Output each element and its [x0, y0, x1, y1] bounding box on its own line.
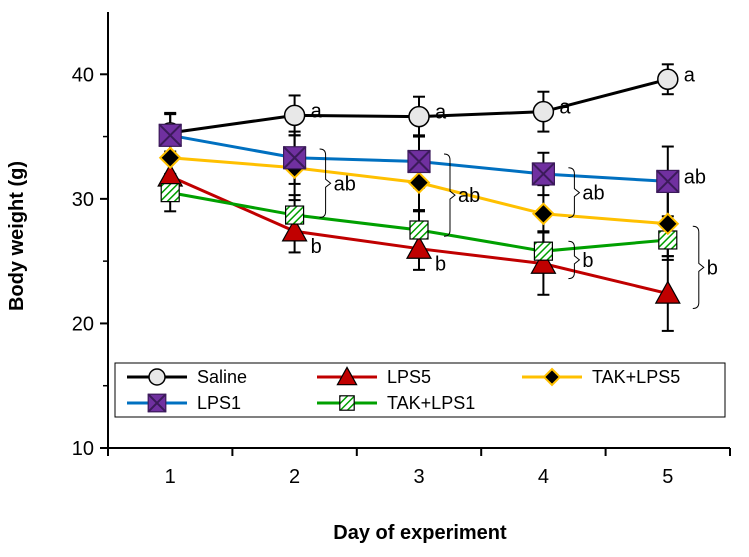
marker-circle — [657, 68, 679, 91]
marker-triangle — [530, 250, 557, 274]
significance-bracket — [568, 240, 581, 280]
marker-circle — [532, 100, 555, 123]
marker-diamond — [158, 146, 182, 170]
marker-circle — [148, 368, 166, 386]
marker-hatched-square — [533, 241, 554, 261]
x-tick-label: 1 — [165, 466, 176, 488]
marker-hatched-square — [285, 205, 305, 225]
significance-label: ab — [458, 185, 480, 207]
x-tick-label: 2 — [289, 466, 300, 488]
y-tick-label: 10 — [72, 438, 94, 460]
marker-triangle — [530, 250, 557, 274]
legend-label: LPS1 — [197, 393, 241, 413]
significance-label: b — [311, 236, 322, 258]
significance-label: ab — [334, 173, 356, 195]
marker-hatched-square — [285, 205, 305, 225]
marker-cross — [158, 123, 182, 148]
marker-diamond — [542, 367, 562, 387]
axes: 10 20 30 40 1 2 3 4 5 — [72, 12, 731, 488]
legend-label: LPS5 — [387, 367, 431, 387]
marker-triangle — [405, 235, 433, 259]
significance-label: ab — [684, 166, 706, 188]
marker-diamond — [542, 367, 562, 387]
marker-square-x — [656, 169, 680, 194]
marker-diamond — [656, 212, 680, 236]
marker-diamond — [656, 212, 680, 236]
x-tick-label: 5 — [662, 466, 673, 488]
marker-hatched-square — [160, 183, 180, 203]
series-points-lps5 — [157, 163, 681, 304]
marker-hatched-square — [160, 183, 180, 203]
marker-hatched-square — [409, 220, 429, 240]
significance-label: a — [435, 102, 447, 124]
significance-label: b — [582, 250, 593, 272]
marker-cross — [407, 149, 431, 174]
legend-box — [114, 362, 726, 418]
marker-cross — [531, 162, 556, 186]
marker-cross — [282, 146, 307, 170]
marker-square-x — [147, 393, 167, 413]
marker-circle — [532, 100, 555, 123]
marker-diamond — [158, 146, 182, 170]
x-tick-label: 3 — [413, 466, 424, 488]
legend-item-tak-lps5: TAK+LPS5 — [522, 367, 680, 387]
marker-square-x — [282, 146, 307, 170]
marker-diamond — [407, 171, 431, 195]
x-tick-label: 4 — [538, 466, 549, 488]
legend-label: TAK+LPS5 — [592, 367, 680, 387]
series-points-tak-lps1 — [160, 183, 678, 261]
legend: Saline LPS5 TAK+LPS5 LPS1 TAK+LPS1 — [114, 362, 726, 418]
y-axis-title: Body weight (g) — [6, 161, 28, 311]
marker-cross — [147, 393, 167, 413]
marker-triangle — [336, 366, 358, 386]
significance-bracket — [319, 148, 332, 219]
significance-bracket — [568, 167, 581, 219]
marker-circle — [408, 105, 430, 128]
marker-triangle — [405, 235, 433, 259]
series-layer — [157, 63, 681, 332]
y-tick-label: 20 — [72, 313, 94, 335]
marker-square-x — [531, 162, 556, 186]
legend-item-tak-lps1: TAK+LPS1 — [317, 393, 475, 413]
marker-diamond — [531, 202, 555, 226]
marker-triangle — [654, 280, 681, 304]
legend-item-saline: Saline — [127, 367, 247, 387]
y-tick-label: 40 — [72, 64, 94, 86]
marker-circle — [283, 104, 306, 127]
significance-bracket — [692, 225, 705, 309]
legend-label: Saline — [197, 367, 247, 387]
marker-circle — [148, 368, 166, 386]
marker-hatched-square — [339, 395, 355, 411]
marker-square-x — [407, 149, 431, 174]
marker-triangle — [281, 218, 308, 242]
annotation-layer: a a a a ab b ab b ab b ab b — [311, 64, 718, 309]
x-axis-title: Day of experiment — [333, 522, 507, 544]
legend-label: TAK+LPS1 — [387, 393, 475, 413]
significance-label: a — [311, 100, 323, 122]
significance-label: b — [707, 257, 718, 279]
marker-triangle — [336, 366, 358, 386]
legend-item-lps1: LPS1 — [127, 393, 241, 413]
significance-label: a — [559, 97, 571, 119]
significance-label: b — [435, 254, 446, 276]
marker-diamond — [407, 171, 431, 195]
marker-triangle — [281, 218, 308, 242]
legend-item-lps5: LPS5 — [317, 366, 431, 387]
marker-circle — [657, 68, 679, 91]
marker-diamond — [531, 202, 555, 226]
marker-cross — [656, 169, 680, 194]
marker-hatched-square — [409, 220, 429, 240]
marker-square-x — [158, 123, 182, 148]
marker-hatched-square — [339, 395, 355, 411]
series-points-lps1 — [158, 123, 680, 194]
marker-circle — [283, 104, 306, 127]
marker-triangle — [654, 280, 681, 304]
significance-label: a — [684, 64, 696, 86]
y-tick-label: 30 — [72, 189, 94, 211]
significance-label: ab — [582, 183, 604, 205]
significance-bracket — [443, 153, 456, 237]
marker-hatched-square — [533, 241, 554, 261]
marker-circle — [408, 105, 430, 128]
